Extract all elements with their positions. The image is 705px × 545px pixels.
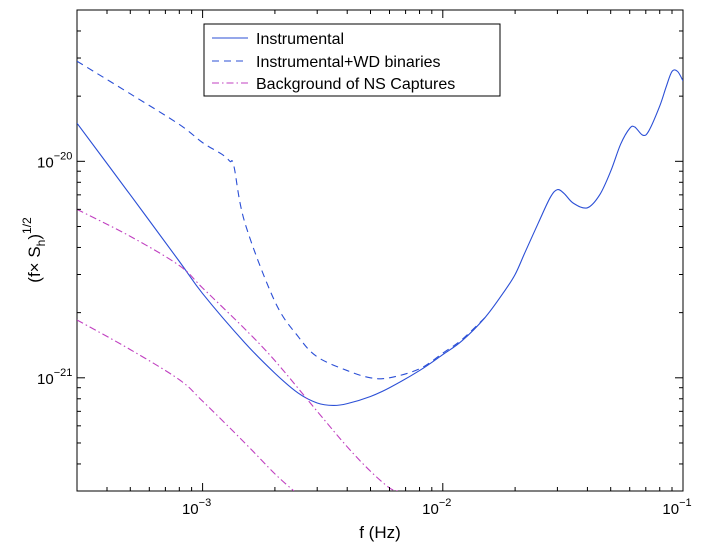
series-line-4 bbox=[77, 319, 295, 491]
legend-label-ns-captures: Background of NS Captures bbox=[256, 76, 455, 93]
y-tick-label: 10−21 bbox=[37, 367, 72, 388]
y-tick-label: 10−20 bbox=[37, 150, 72, 171]
y-axis-label-main: (f× S bbox=[25, 246, 44, 282]
x-tick-label: 10−3 bbox=[182, 497, 211, 518]
svg-text:(f× Sh)1/2: (f× Sh)1/2 bbox=[20, 217, 48, 283]
y-axis-label-sup: 1/2 bbox=[20, 217, 34, 234]
legend-label-wd-binaries: Instrumental+WD binaries bbox=[256, 54, 441, 71]
y-axis-label-sub: h bbox=[34, 240, 48, 247]
series-line-2 bbox=[77, 60, 486, 380]
x-axis-label: f (Hz) bbox=[359, 523, 401, 542]
series-line-1 bbox=[77, 69, 683, 407]
legend-label-instrumental: Instrumental bbox=[256, 31, 344, 48]
y-axis-label: (f× Sh)1/2 bbox=[20, 217, 48, 283]
legend: Instrumental Instrumental+WD binaries Ba… bbox=[203, 23, 501, 97]
y-axis-label-close: ) bbox=[25, 234, 44, 240]
series-line-3 bbox=[77, 208, 399, 491]
tick-layer: 10−3 10−2 10−1 10−20 10−21 bbox=[37, 10, 692, 518]
x-tick-label: 10−1 bbox=[662, 497, 691, 518]
legend-box bbox=[203, 23, 501, 97]
x-tick-label: 10−2 bbox=[422, 497, 451, 518]
series-layer bbox=[77, 60, 683, 491]
